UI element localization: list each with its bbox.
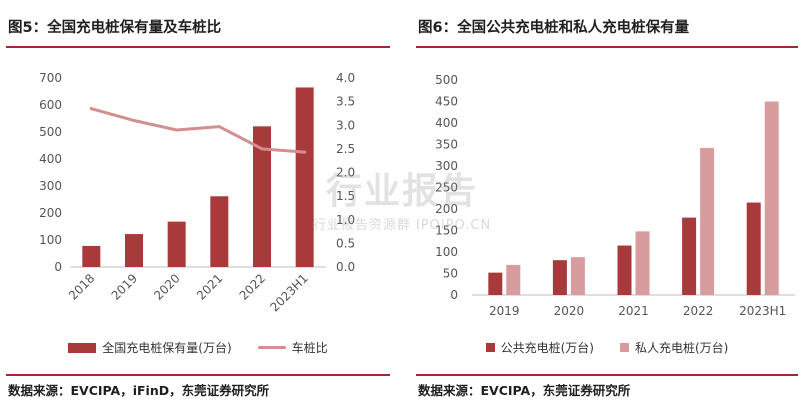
source-rule [416,374,798,376]
bar-charger-stock [167,221,186,267]
legend-item-private: 私人充电桩(万台) [620,339,728,356]
y-tick-label: 450 [435,95,458,109]
x-tick-label: 2023H1 [268,271,311,314]
point-vehicle-charger-ratio [89,107,93,111]
bar-private-chargers [764,101,779,295]
y-tick-label: 100 [435,245,458,259]
x-tick-label: 2023H1 [739,304,786,318]
bar-public-chargers [488,272,503,295]
legend-swatch-private [620,343,629,352]
bar-private-chargers [570,257,585,295]
title-rule [416,46,798,48]
legend-swatch-bar [68,342,97,353]
y-left-tick-label: 0 [54,260,62,274]
public-private-charger-chart: 0 50 100 150 200 250 300 350 400 450 500 2019 2020 20… [435,73,795,318]
y-left-tick-label: 200 [39,206,62,220]
title-rule [6,46,390,48]
y-tick-label: 200 [435,202,458,216]
point-vehicle-charger-ratio [260,147,264,151]
y-tick-label: 250 [435,181,458,195]
bar-charger-stock [253,126,271,267]
point-vehicle-charger-ratio [175,128,179,132]
point-vehicle-charger-ratio [132,119,136,123]
figure-5-legend: 全国充电桩保有量(万台) 车桩比 [0,339,396,356]
figure-6-panel: 图6：全国公共充电桩和私人充电桩保有量 0 50 100 150 200 250 300 35… [410,0,804,410]
y-right-tick-label: 1.0 [336,213,355,227]
bar-charger-stock [210,196,229,267]
x-tick-label: 2021 [194,271,225,302]
y-right-tick-label: 4.0 [336,71,355,85]
y-right-tick-label: 3.0 [336,118,355,132]
point-vehicle-charger-ratio [217,125,221,129]
bar-private-chargers [506,264,521,295]
y-tick-label: 500 [435,73,458,87]
bar-public-chargers [682,217,697,295]
y-right-tick-label: 0.0 [336,260,355,274]
figure-5-title: 图5：全国充电桩保有量及车桩比 [8,20,222,36]
legend-item-vehicle-charger-ratio: 车桩比 [257,339,328,356]
x-tick-label: 2020 [151,271,182,302]
y-left-tick-label: 600 [39,98,62,112]
y-tick-label: 400 [435,116,458,130]
legend-swatch-public [485,343,495,352]
bar-private-chargers [700,147,715,295]
line-vehicle-charger-ratio [89,107,307,154]
y-right-tick-label: 0.5 [336,236,355,250]
y-tick-label: 300 [435,159,458,173]
legend-swatch-line [257,346,286,349]
bar-public-chargers [552,260,567,295]
figure-6-legend: 公共充电桩(万台) 私人充电桩(万台) [410,339,804,356]
y-left-tick-label: 400 [39,152,62,166]
source-rule [6,374,390,376]
y-left-tick-label: 500 [39,125,62,139]
legend-label-vehicle-charger-ratio: 车桩比 [291,341,328,355]
figure-5-source: 数据来源：EVCIPA，iFinD，东莞证券研究所 [8,383,270,398]
charger-stock-chart: 0 100 200 300 400 500 600 700 0.0 0.5 1.0 1.5 2.0 2.5… [39,71,355,314]
legend-item-public: 公共充电桩(万台) [485,339,594,356]
y-tick-label: 350 [435,138,458,152]
y-right-tick-label: 1.5 [336,189,355,203]
y-right-tick-label: 2.5 [336,142,355,156]
y-right-tick-label: 2.0 [336,166,355,180]
bar-charger-stock [82,245,101,267]
y-left-tick-label: 100 [39,233,62,247]
y-tick-label: 0 [450,288,458,302]
legend-label-public: 公共充电桩(万台) [500,341,594,355]
point-vehicle-charger-ratio [303,150,307,154]
x-tick-label: 2018 [66,271,97,302]
legend-item-charger-stock: 全国充电桩保有量(万台) [68,339,232,356]
x-tick-label: 2020 [554,304,585,318]
y-tick-label: 50 [443,267,458,281]
y-right-tick-label: 3.5 [336,95,355,109]
x-tick-label: 2019 [109,271,140,302]
y-tick-label: 150 [435,224,458,238]
bar-private-chargers [635,231,650,295]
figure-5-panel: 图5：全国充电桩保有量及车桩比 0 100 200 300 400 500 600 700 0.… [0,0,396,410]
legend-label-private: 私人充电桩(万台) [635,341,729,355]
x-tick-label: 2021 [618,304,649,318]
bar-charger-stock [125,234,143,267]
bar-public-chargers [746,202,761,295]
bar-charger-stock [295,87,314,267]
figure-6-title: 图6：全国公共充电桩和私人充电桩保有量 [418,20,690,36]
bar-public-chargers [617,245,632,295]
legend-label-charger-stock: 全国充电桩保有量(万台) [102,341,232,355]
x-tick-label: 2022 [237,271,268,302]
x-tick-label: 2019 [489,304,520,318]
y-left-tick-label: 300 [39,179,62,193]
x-tick-label: 2022 [683,304,714,318]
figure-6-source: 数据来源：EVCIPA，东莞证券研究所 [418,383,631,398]
y-left-tick-label: 700 [39,71,62,85]
